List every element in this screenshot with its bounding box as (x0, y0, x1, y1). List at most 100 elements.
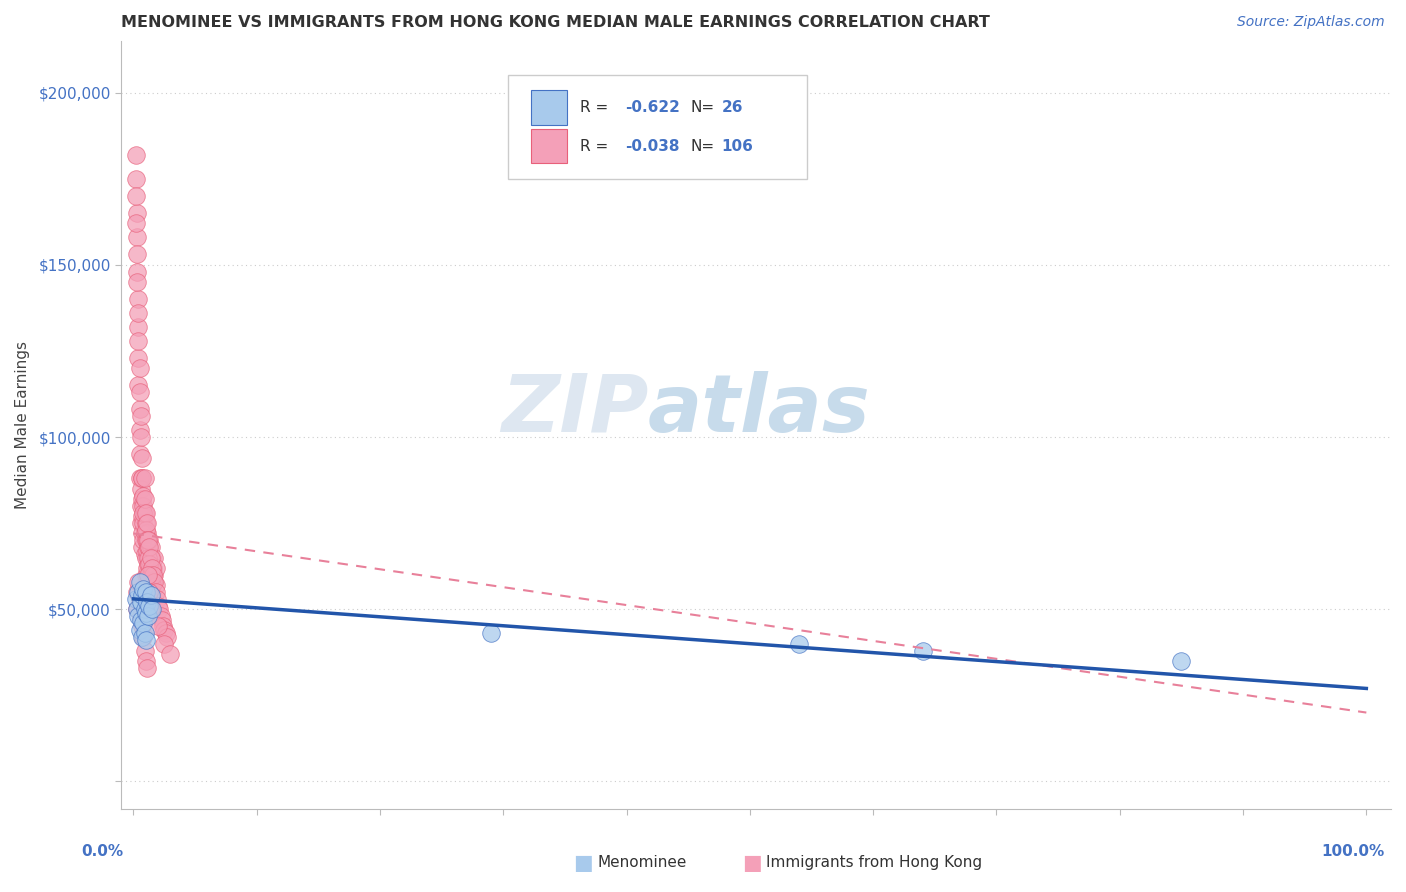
Point (136, 550, 159, 565)
Text: R =: R = (579, 138, 613, 153)
Point (138, 567, 160, 582)
Point (132, 533, 155, 548)
Point (142, 561, 165, 575)
Point (129, 516, 152, 530)
Point (125, 189, 148, 203)
Point (131, 450, 153, 465)
Point (131, 540, 153, 554)
Point (129, 409, 152, 424)
Point (127, 319, 149, 334)
Point (127, 265, 149, 279)
Text: ■: ■ (574, 853, 593, 872)
Point (127, 574, 149, 589)
Text: 106: 106 (721, 138, 754, 153)
Point (134, 506, 156, 520)
Point (135, 516, 157, 530)
Point (152, 619, 174, 633)
Point (127, 609, 149, 624)
Point (136, 661, 159, 675)
Point (134, 626, 156, 640)
Point (125, 216, 148, 230)
Point (136, 609, 159, 624)
Point (132, 582, 155, 596)
Bar (531, 90, 567, 125)
Point (127, 334, 149, 348)
Point (135, 654, 157, 668)
Point (911, 643, 934, 657)
Point (131, 619, 153, 633)
Point (138, 550, 160, 565)
Point (132, 516, 155, 530)
Point (146, 591, 169, 606)
Point (125, 171, 148, 186)
Point (139, 540, 162, 554)
Point (127, 247, 149, 261)
Point (138, 585, 160, 599)
Point (129, 482, 152, 496)
Point (127, 585, 149, 599)
Point (141, 550, 163, 565)
Point (156, 630, 179, 644)
Point (136, 533, 159, 548)
Point (146, 619, 169, 633)
Point (134, 643, 156, 657)
Point (136, 561, 159, 575)
Point (135, 533, 157, 548)
Point (131, 471, 153, 485)
Text: Source: ZipAtlas.com: Source: ZipAtlas.com (1237, 15, 1385, 29)
Point (127, 292, 149, 306)
Point (128, 471, 150, 485)
Point (127, 275, 149, 289)
Point (136, 516, 159, 530)
Text: Menominee: Menominee (598, 855, 688, 870)
Point (142, 574, 165, 589)
Point (127, 230, 149, 244)
Point (136, 558, 159, 572)
Point (153, 637, 176, 651)
Point (128, 595, 150, 609)
Point (128, 361, 150, 376)
Point (135, 506, 157, 520)
Text: atlas: atlas (648, 370, 870, 449)
Point (127, 351, 149, 365)
Point (135, 585, 157, 599)
Point (134, 471, 156, 485)
Point (128, 447, 150, 461)
Point (127, 585, 149, 599)
Point (138, 533, 160, 548)
Point (135, 567, 157, 582)
Point (139, 589, 162, 603)
Text: -0.038: -0.038 (626, 138, 679, 153)
Point (142, 567, 165, 582)
Point (134, 602, 156, 616)
Point (141, 567, 163, 582)
Point (131, 491, 153, 506)
Point (145, 585, 167, 599)
Point (139, 567, 162, 582)
Point (128, 402, 150, 417)
Point (149, 609, 172, 624)
Text: -0.622: -0.622 (626, 100, 681, 115)
Text: R =: R = (579, 100, 613, 115)
Text: N=: N= (690, 100, 714, 115)
Point (125, 591, 148, 606)
Point (143, 574, 166, 589)
Point (148, 602, 170, 616)
Point (134, 526, 156, 541)
Text: 26: 26 (721, 100, 744, 115)
Point (131, 589, 153, 603)
Text: 0.0%: 0.0% (82, 845, 124, 859)
Point (141, 602, 163, 616)
Point (139, 602, 162, 616)
Point (146, 599, 169, 613)
Point (141, 561, 163, 575)
Point (143, 550, 166, 565)
Point (138, 540, 160, 554)
Text: MENOMINEE VS IMMIGRANTS FROM HONG KONG MEDIAN MALE EARNINGS CORRELATION CHART: MENOMINEE VS IMMIGRANTS FROM HONG KONG M… (121, 15, 990, 30)
Point (131, 526, 153, 541)
Point (128, 423, 150, 437)
Point (136, 567, 159, 582)
Point (128, 385, 150, 400)
Text: 100.0%: 100.0% (1322, 845, 1384, 859)
Point (155, 626, 177, 640)
